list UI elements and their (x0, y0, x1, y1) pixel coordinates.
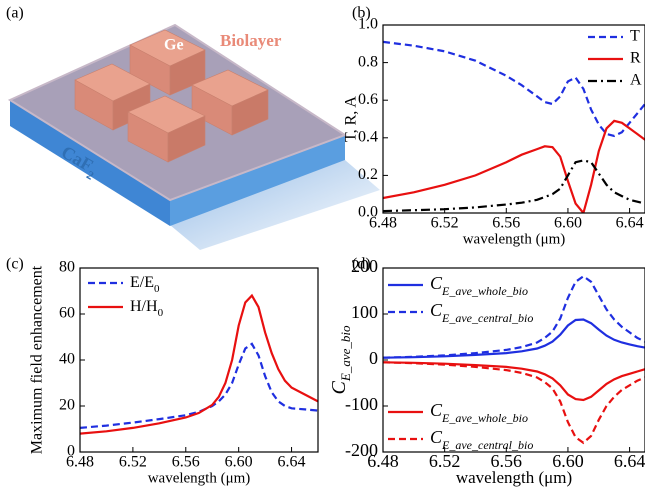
y-axis-label: T, R, A (343, 96, 360, 142)
y-axis-label: CE_ave_bio (328, 325, 354, 394)
legend-label: E/E0 (130, 274, 160, 295)
legend-label-sub: 0 (154, 283, 160, 295)
x-tick-label: 6.52 (431, 215, 459, 232)
panel-label: (a) (6, 5, 24, 22)
y-tick-label: 60 (59, 305, 75, 322)
x-tick-label: 6.48 (369, 215, 397, 232)
y-tick-label: 1.0 (358, 16, 378, 33)
legend-label-sub: E_ave_whole_bio (441, 411, 528, 425)
series-line (383, 42, 645, 136)
y-tick-label: 80 (59, 259, 75, 276)
legend-label-main: H/H (130, 298, 158, 315)
x-tick-label: 6.48 (66, 454, 94, 471)
legend-label: T (630, 28, 640, 45)
x-tick-label: 6.64 (616, 215, 644, 232)
series-line (80, 296, 318, 434)
curves (383, 42, 645, 213)
legend-label: CE_ave_whole_bio (430, 400, 528, 425)
figure: (a) Ge Biolayer CaF2 (b)0.00.20.40.60.81… (0, 0, 645, 498)
legend-label-sub: E_ave_whole_bio (441, 284, 528, 298)
y-tick-label: 200 (351, 256, 378, 276)
legend-label: CE_ave_whole_bio (430, 273, 528, 298)
legend-label: A (630, 72, 642, 89)
x-tick-label: 6.60 (225, 454, 253, 471)
x-tick-label: 6.60 (554, 215, 582, 232)
series-line (383, 320, 645, 358)
series-line (80, 344, 318, 428)
y-tick-label: 0.6 (358, 91, 378, 108)
series-line (383, 160, 645, 211)
x-tick-label: 6.56 (492, 215, 520, 232)
y-tick-label: -100 (345, 394, 378, 414)
y-tick-label: 40 (59, 351, 75, 368)
curves (80, 296, 318, 434)
x-tick-label: 6.52 (119, 454, 147, 471)
series-line (383, 362, 645, 400)
legend-label-sub: E_ave_central_bio (441, 438, 533, 452)
illustration: (a) Ge Biolayer CaF2 (6, 5, 380, 250)
x-axis-label: wavelength (μm) (456, 468, 572, 487)
y-tick-label: 0.2 (358, 166, 378, 183)
legend-label-sub: E_ave_central_bio (441, 311, 533, 325)
legend-label: R (630, 50, 641, 67)
series-line (383, 121, 645, 213)
legend-label-sub: 0 (158, 307, 164, 319)
x-tick-label: 6.56 (172, 454, 200, 471)
y-axis-label-sub: E_ave_bio (338, 325, 353, 382)
series-line (383, 362, 645, 443)
legend-label: CE_ave_central_bio (430, 300, 533, 325)
y-tick-label: 0.4 (358, 128, 378, 145)
legend-label: H/H0 (130, 298, 164, 319)
ge-label: Ge (164, 37, 184, 54)
y-axis-label: Maximum field enhancement (29, 265, 46, 454)
y-tick-label: 0.8 (358, 53, 378, 70)
x-axis-label: wavelength (μm) (148, 470, 251, 486)
x-tick-label: 6.48 (367, 451, 399, 471)
y-tick-label: 0 (369, 348, 378, 368)
legend-label: CE_ave_central_bio (430, 427, 533, 452)
x-tick-label: 6.64 (614, 451, 645, 471)
biolayer-label: Biolayer (220, 31, 282, 50)
chart: (c) 0 20 40 60 80 6.48 6.52 6.56 6.60 6.64 waveleng… (6, 256, 318, 487)
y-tick-label: 100 (351, 302, 378, 322)
x-tick-label: 6.64 (278, 454, 306, 471)
y-tick-label: 20 (59, 397, 75, 414)
y-axis-label-main: C (328, 380, 350, 394)
x-axis-label: wavelength (μm) (463, 231, 566, 247)
panel-label: (c) (6, 256, 24, 273)
legend-label-main: E/E (130, 274, 154, 291)
